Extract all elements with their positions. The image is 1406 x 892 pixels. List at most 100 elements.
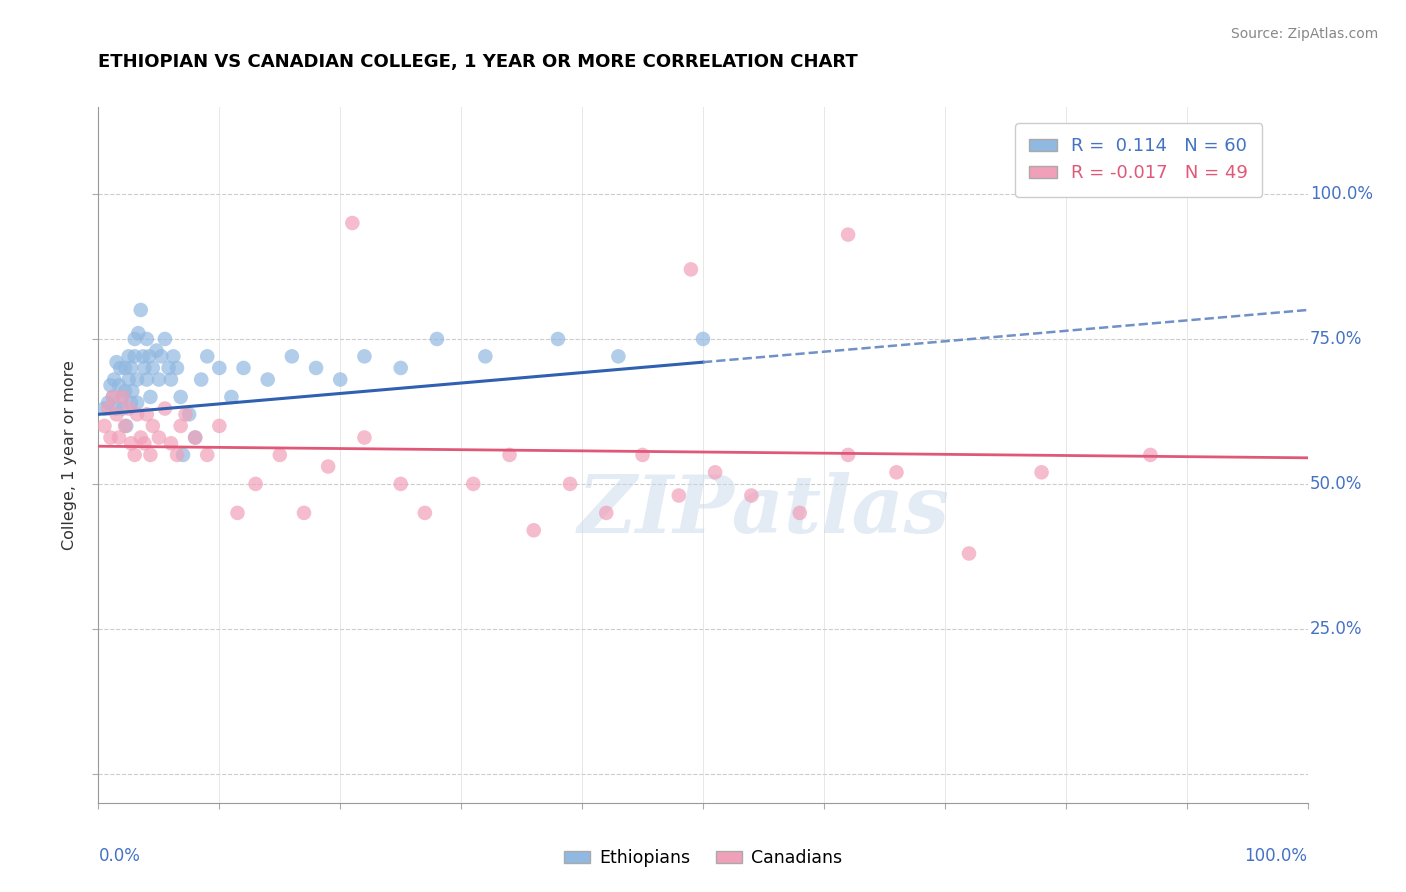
Legend: R =  0.114   N = 60, R = -0.017   N = 49: R = 0.114 N = 60, R = -0.017 N = 49 bbox=[1015, 123, 1263, 197]
Point bbox=[305, 361, 328, 376]
Text: 50.0%: 50.0% bbox=[1310, 475, 1362, 493]
Point bbox=[413, 506, 436, 520]
Text: 100.0%: 100.0% bbox=[1310, 185, 1374, 203]
Point bbox=[837, 448, 859, 462]
Point bbox=[129, 302, 152, 317]
Point bbox=[138, 350, 160, 364]
Point bbox=[108, 378, 131, 392]
Point bbox=[169, 418, 191, 433]
Point bbox=[232, 361, 254, 376]
Point bbox=[97, 395, 120, 409]
Text: 100.0%: 100.0% bbox=[1244, 847, 1308, 865]
Point bbox=[120, 361, 142, 376]
Point bbox=[342, 216, 364, 230]
Point bbox=[789, 506, 811, 520]
Text: 0.0%: 0.0% bbox=[98, 847, 141, 865]
Point bbox=[160, 436, 183, 450]
Point bbox=[105, 407, 128, 421]
Point bbox=[190, 373, 212, 387]
Point bbox=[208, 418, 231, 433]
Point bbox=[837, 227, 859, 242]
Point bbox=[195, 350, 218, 364]
Point bbox=[172, 448, 194, 462]
Point bbox=[97, 401, 120, 416]
Point bbox=[135, 373, 157, 387]
Point bbox=[142, 418, 165, 433]
Point bbox=[120, 436, 142, 450]
Point bbox=[177, 407, 201, 421]
Point bbox=[631, 448, 654, 462]
Point bbox=[208, 361, 231, 376]
Point bbox=[120, 395, 142, 409]
Point bbox=[135, 332, 157, 346]
Point bbox=[474, 350, 496, 364]
Point bbox=[142, 361, 165, 376]
Point bbox=[108, 361, 131, 376]
Point bbox=[1139, 448, 1161, 462]
Point bbox=[134, 361, 156, 376]
Point bbox=[740, 489, 762, 503]
Y-axis label: College, 1 year or more: College, 1 year or more bbox=[62, 360, 77, 549]
Point bbox=[118, 350, 141, 364]
Point bbox=[118, 401, 141, 416]
Point bbox=[221, 390, 243, 404]
Point bbox=[101, 390, 124, 404]
Point bbox=[105, 355, 128, 369]
Point bbox=[134, 436, 156, 450]
Point bbox=[148, 431, 170, 445]
Text: Source: ZipAtlas.com: Source: ZipAtlas.com bbox=[1230, 27, 1378, 41]
Point bbox=[118, 373, 141, 387]
Point bbox=[108, 431, 131, 445]
Text: ETHIOPIAN VS CANADIAN COLLEGE, 1 YEAR OR MORE CORRELATION CHART: ETHIOPIAN VS CANADIAN COLLEGE, 1 YEAR OR… bbox=[98, 54, 858, 71]
Point bbox=[195, 448, 218, 462]
Point bbox=[226, 506, 249, 520]
Point bbox=[114, 384, 136, 398]
Point bbox=[668, 489, 690, 503]
Point bbox=[353, 431, 375, 445]
Point bbox=[704, 466, 727, 480]
Point bbox=[692, 332, 714, 346]
Point bbox=[139, 448, 162, 462]
Point bbox=[121, 384, 143, 398]
Point bbox=[269, 448, 291, 462]
Point bbox=[329, 373, 352, 387]
Point bbox=[607, 350, 630, 364]
Point bbox=[1031, 466, 1053, 480]
Point bbox=[150, 350, 173, 364]
Point bbox=[115, 418, 138, 433]
Point bbox=[558, 476, 581, 491]
Point bbox=[103, 373, 125, 387]
Point bbox=[886, 466, 908, 480]
Point bbox=[157, 361, 180, 376]
Point bbox=[101, 390, 124, 404]
Point bbox=[316, 459, 339, 474]
Point bbox=[145, 343, 167, 358]
Point bbox=[463, 476, 485, 491]
Point bbox=[127, 326, 149, 340]
Point bbox=[100, 431, 122, 445]
Point bbox=[160, 373, 183, 387]
Point bbox=[389, 361, 412, 376]
Point bbox=[124, 448, 146, 462]
Point bbox=[100, 378, 122, 392]
Point bbox=[498, 448, 520, 462]
Point bbox=[547, 332, 569, 346]
Point bbox=[174, 407, 197, 421]
Point bbox=[166, 448, 188, 462]
Point bbox=[114, 361, 136, 376]
Point bbox=[114, 418, 136, 433]
Point bbox=[153, 401, 176, 416]
Text: 75.0%: 75.0% bbox=[1310, 330, 1362, 348]
Point bbox=[292, 506, 315, 520]
Point bbox=[184, 431, 207, 445]
Point bbox=[523, 523, 546, 537]
Point bbox=[595, 506, 617, 520]
Text: 25.0%: 25.0% bbox=[1310, 620, 1362, 638]
Legend: Ethiopians, Canadians: Ethiopians, Canadians bbox=[557, 843, 849, 874]
Point bbox=[281, 350, 304, 364]
Point bbox=[129, 431, 152, 445]
Point bbox=[93, 401, 115, 416]
Point bbox=[389, 476, 412, 491]
Point bbox=[184, 431, 207, 445]
Point bbox=[105, 401, 128, 416]
